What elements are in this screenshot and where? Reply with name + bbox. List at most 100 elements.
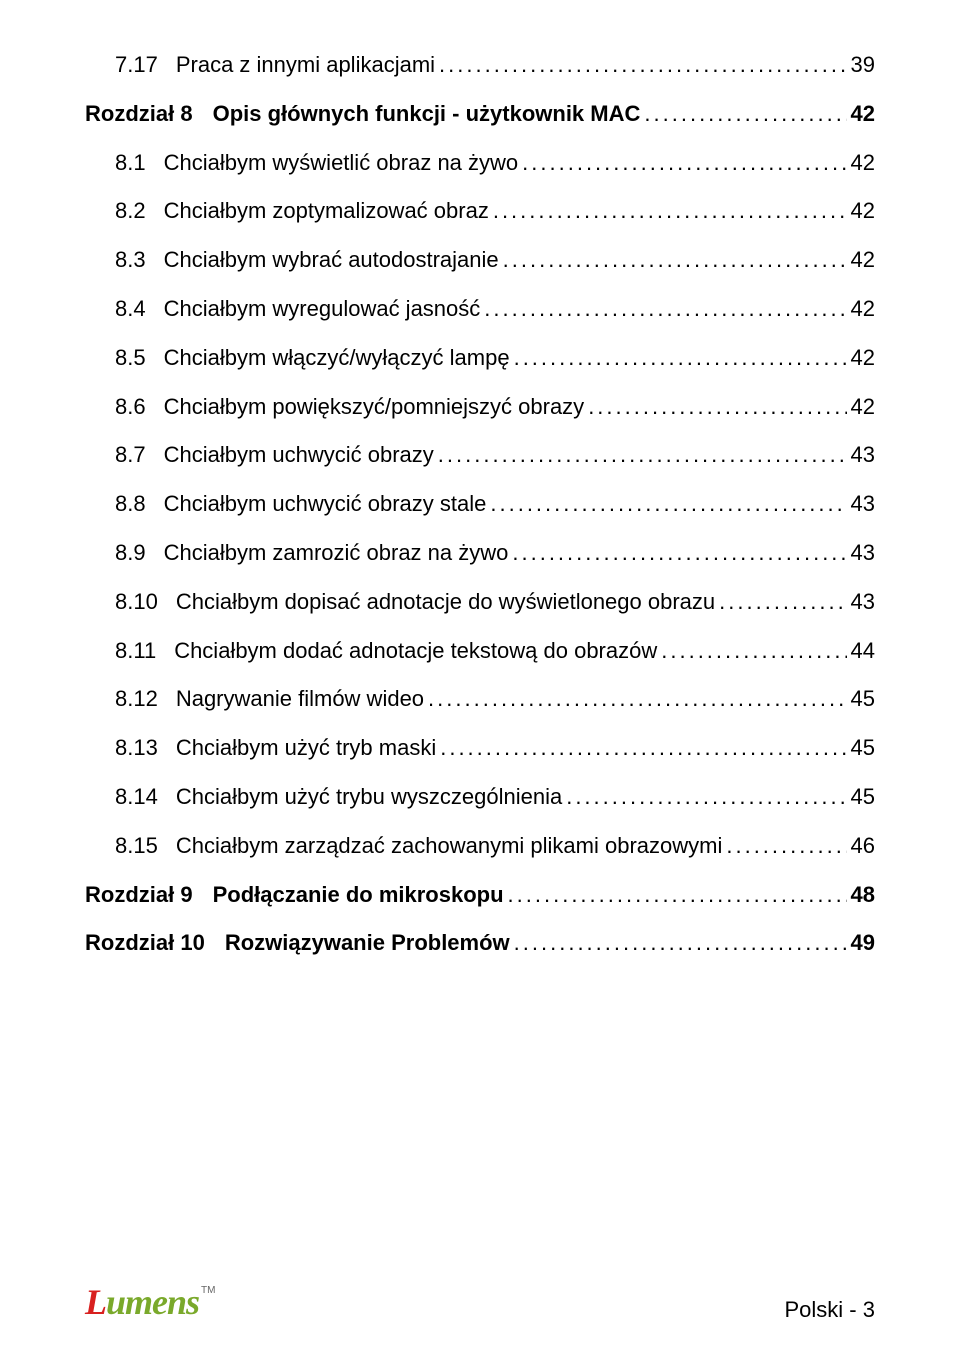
toc-entry-page: 43: [851, 489, 875, 520]
toc-leader-dots: [438, 440, 847, 471]
toc-entry: 8.1 Chciałbym wyświetlić obraz na żywo 42: [115, 148, 875, 179]
toc-leader-dots: [428, 684, 846, 715]
logo-letter-green: umens: [106, 1282, 199, 1322]
toc-leader-dots: [493, 196, 847, 227]
toc-entry: 8.3 Chciałbym wybrać autodostrajanie 42: [115, 245, 875, 276]
toc-entry-page: 42: [851, 343, 875, 374]
toc-entry-label: Chciałbym włączyć/wyłączyć lampę: [164, 343, 510, 374]
toc-entry-label: Chciałbym dopisać adnotacje do wyświetlo…: [176, 587, 715, 618]
toc-entry-number: 8.9: [115, 538, 146, 569]
toc-leader-dots: [726, 831, 846, 862]
toc-entry-page: 46: [851, 831, 875, 862]
toc-entry-page: 43: [851, 587, 875, 618]
toc-entry-label: Praca z innymi aplikacjami: [176, 50, 435, 81]
toc-leader-dots: [514, 343, 847, 374]
toc-entry: 8.9 Chciałbym zamrozić obraz na żywo 43: [115, 538, 875, 569]
toc-leader-dots: [440, 733, 846, 764]
toc-entry: 8.14 Chciałbym użyć trybu wyszczególnieni…: [115, 782, 875, 813]
toc-leader-dots: [522, 148, 846, 179]
toc-leader-dots: [490, 489, 846, 520]
toc-entry-page: 45: [851, 782, 875, 813]
toc-entry-page: 43: [851, 538, 875, 569]
toc-leader-dots: [514, 928, 847, 959]
toc-entry-label: Chciałbym zamrozić obraz na żywo: [164, 538, 509, 569]
toc-entry-number: 7.17: [115, 50, 158, 81]
logo-text: Lumens: [85, 1281, 199, 1323]
toc-entry: Rozdział 8 Opis głównych funkcji - użytko…: [85, 99, 875, 130]
toc-entry: 8.12 Nagrywanie filmów wideo 45: [115, 684, 875, 715]
toc-entry: 8.7 Chciałbym uchwycić obrazy 43: [115, 440, 875, 471]
trademark-symbol: TM: [201, 1285, 215, 1296]
toc-leader-dots: [439, 50, 846, 81]
toc-entry-number: 8.12: [115, 684, 158, 715]
toc-entry-number: 8.15: [115, 831, 158, 862]
toc-entry: Rozdział 9 Podłączanie do mikroskopu 48: [85, 880, 875, 911]
toc-entry-number: 8.3: [115, 245, 146, 276]
toc-entry-label: Chciałbym wyregulować jasność: [164, 294, 481, 325]
toc-entry-number: 8.5: [115, 343, 146, 374]
toc-entry-number: Rozdział 8: [85, 99, 193, 130]
toc-entry: 8.15 Chciałbym zarządzać zachowanymi plik…: [115, 831, 875, 862]
toc-entry-label: Chciałbym użyć trybu wyszczególnienia: [176, 782, 562, 813]
toc-leader-dots: [566, 782, 846, 813]
toc-entry-number: 8.13: [115, 733, 158, 764]
document-page: 7.17 Praca z innymi aplikacjami 39 Rozdział…: [0, 0, 960, 1363]
toc-entry-label: Chciałbym uchwycić obrazy: [164, 440, 434, 471]
toc-entry-number: Rozdział 9: [85, 880, 193, 911]
toc-entry-page: 44: [851, 636, 875, 667]
toc-entry: Rozdział 10 Rozwiązywanie Problemów 49: [85, 928, 875, 959]
toc-leader-dots: [503, 245, 847, 276]
toc-entry-number: 8.2: [115, 196, 146, 227]
toc-entry: 8.10 Chciałbym dopisać adnotacje do wyświ…: [115, 587, 875, 618]
toc-entry-label: Chciałbym dodać adnotacje tekstową do ob…: [174, 636, 657, 667]
toc-entry-label: Chciałbym wybrać autodostrajanie: [164, 245, 499, 276]
toc-entry-number: 8.14: [115, 782, 158, 813]
toc-entry: 8.11 Chciałbym dodać adnotacje tekstową d…: [115, 636, 875, 667]
toc-entry-number: 8.10: [115, 587, 158, 618]
toc-entry: 8.5 Chciałbym włączyć/wyłączyć lampę 42: [115, 343, 875, 374]
toc-entry-number: 8.8: [115, 489, 146, 520]
toc-leader-dots: [644, 99, 846, 130]
toc-entry: 8.8 Chciałbym uchwycić obrazy stale 43: [115, 489, 875, 520]
toc-entry-number: 8.7: [115, 440, 146, 471]
toc-leader-dots: [719, 587, 846, 618]
toc-entry-page: 39: [851, 50, 875, 81]
toc-entry-page: 45: [851, 733, 875, 764]
footer-page-number: 3: [863, 1297, 875, 1322]
toc-entry-page: 48: [851, 880, 875, 911]
toc-entry-label: Chciałbym uchwycić obrazy stale: [164, 489, 487, 520]
toc-entry-number: Rozdział 10: [85, 928, 205, 959]
toc-leader-dots: [512, 538, 846, 569]
toc-entry-page: 42: [851, 148, 875, 179]
toc-leader-dots: [484, 294, 846, 325]
toc-entry-label: Podłączanie do mikroskopu: [213, 880, 504, 911]
toc-entry-page: 42: [851, 196, 875, 227]
page-footer: Lumens TM Polski - 3: [85, 1281, 875, 1323]
toc-entry-label: Chciałbym wyświetlić obraz na żywo: [164, 148, 519, 179]
toc-entry-page: 42: [851, 245, 875, 276]
toc-entry-page: 42: [851, 294, 875, 325]
logo-letter-red: L: [85, 1282, 106, 1322]
table-of-contents: 7.17 Praca z innymi aplikacjami 39 Rozdział…: [85, 50, 875, 959]
toc-leader-dots: [508, 880, 847, 911]
toc-entry: 7.17 Praca z innymi aplikacjami 39: [115, 50, 875, 81]
toc-entry: 8.6Chciałbym powiększyć/pomniejszyć obra…: [115, 392, 875, 423]
toc-entry-page: 49: [851, 928, 875, 959]
toc-entry-page: 43: [851, 440, 875, 471]
toc-entry-page: 45: [851, 684, 875, 715]
toc-entry: 8.4Chciałbym wyregulować jasność42: [115, 294, 875, 325]
footer-page-label: Polski - 3: [785, 1297, 876, 1323]
toc-entry-number: 8.1: [115, 148, 146, 179]
lumens-logo: Lumens TM: [85, 1281, 216, 1323]
toc-entry-label: Nagrywanie filmów wideo: [176, 684, 424, 715]
toc-entry-label: Chciałbym zarządzać zachowanymi plikami …: [176, 831, 723, 862]
toc-entry-label: Chciałbym powiększyć/pomniejszyć obrazy: [164, 392, 585, 423]
toc-entry: 8.13 Chciałbym użyć tryb maski45: [115, 733, 875, 764]
toc-entry-label: Opis głównych funkcji - użytkownik MAC: [213, 99, 641, 130]
toc-leader-dots: [588, 392, 846, 423]
toc-entry-page: 42: [851, 99, 875, 130]
footer-language: Polski -: [785, 1297, 857, 1322]
toc-entry: 8.2Chciałbym zoptymalizować obraz42: [115, 196, 875, 227]
toc-entry-label: Rozwiązywanie Problemów: [225, 928, 510, 959]
toc-entry-number: 8.11: [115, 636, 156, 667]
